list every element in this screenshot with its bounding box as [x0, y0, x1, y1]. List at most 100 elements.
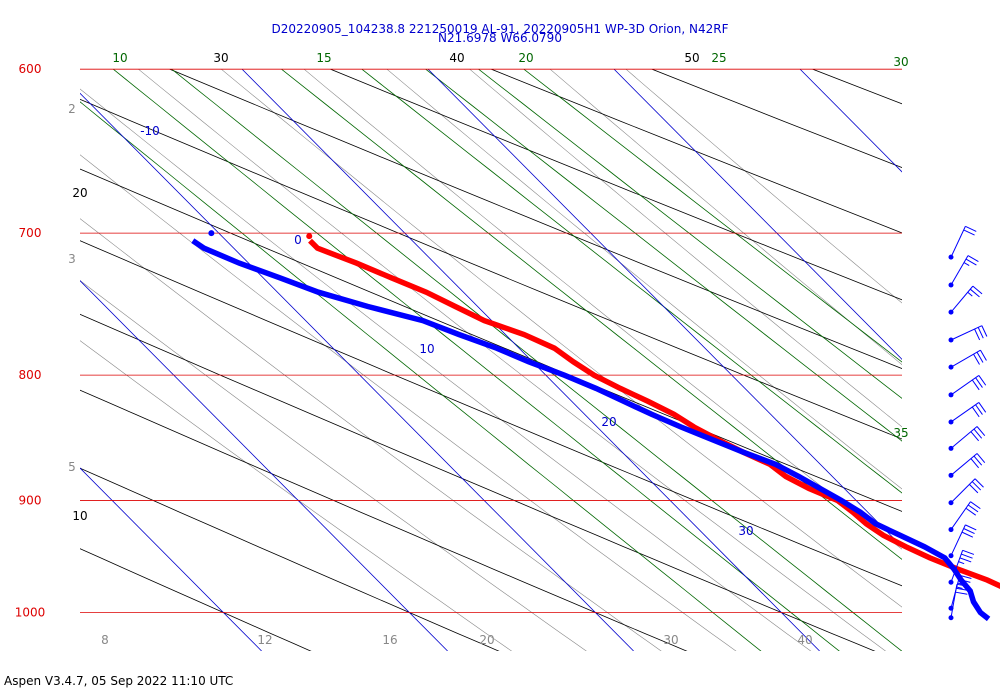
- moist-adiabat-line: [386, 69, 902, 490]
- wind-barb-flag: [958, 561, 965, 565]
- isobars: 600 700 800 900 1000: [15, 62, 902, 619]
- dry-adiabat-line: [80, 240, 902, 587]
- wind-barb-staff: [950, 478, 976, 504]
- dewpoint-point: [208, 230, 215, 237]
- wind-barb-flag: [971, 379, 980, 391]
- dry-adiabat-label: 40: [449, 51, 464, 65]
- wind-barb-flag: [974, 328, 981, 341]
- wind-barb: [948, 574, 972, 611]
- wind-barb: [948, 402, 987, 425]
- mixing-ratio-label: 35: [893, 426, 908, 440]
- chart-subtitle: N21.6978 W66.0790: [438, 31, 562, 45]
- moist-adiabat-label: 30: [663, 633, 678, 647]
- dry-adiabat-label: 10: [72, 509, 87, 523]
- moist-adiabat-line: [80, 218, 662, 651]
- wind-barb-staff: [950, 426, 978, 449]
- chart-title: D20220905_104238.8 221250019 AL-91, 2022…: [271, 22, 728, 36]
- dry-adiabat-label: 30: [213, 51, 228, 65]
- wind-barb-flag: [967, 291, 973, 297]
- isobar-label: 1000: [15, 605, 46, 619]
- isotherm-label: -10: [140, 124, 160, 138]
- isobar-label: 700: [19, 226, 42, 240]
- wind-barb-staff: [950, 349, 981, 368]
- wind-barb-flag: [965, 258, 977, 266]
- wind-barb: [948, 325, 988, 343]
- moist-adiabat-line: [220, 69, 902, 608]
- dry-adiabat-line: [80, 168, 902, 512]
- wind-barb-staff: [950, 226, 966, 258]
- isotherm-line: [613, 69, 902, 360]
- wind-barb-flag: [974, 478, 984, 488]
- wind-barb-flag: [973, 455, 983, 466]
- moist-adiabat-label: 40: [797, 633, 812, 647]
- isotherm-line: [986, 69, 1000, 651]
- wind-barb-flag: [970, 501, 981, 510]
- wind-barb-flag: [980, 349, 987, 361]
- isotherms: [0, 69, 1000, 651]
- dry-adiabat-line: [80, 313, 876, 651]
- mixing-ratio-line: [112, 69, 840, 651]
- wind-barb-staff: [950, 374, 980, 396]
- mixing-ratio-lines: [80, 69, 902, 651]
- wind-barb: [948, 285, 983, 315]
- wind-barb-dot: [948, 364, 954, 370]
- wind-barb: [948, 255, 979, 288]
- wind-barb-flag: [961, 553, 973, 559]
- wind-barb-dot: [948, 337, 954, 343]
- isotherm-line: [427, 69, 902, 548]
- isotherm-line: [0, 69, 76, 651]
- mixing-ratio-label: 25: [711, 51, 726, 65]
- isotherm-line: [80, 280, 448, 651]
- wind-barb: [948, 524, 977, 559]
- wind-barb-flag: [967, 504, 979, 513]
- wind-barb-flag: [976, 453, 986, 463]
- wind-barb-flag: [962, 549, 975, 555]
- software-footer: Aspen V3.4.7, 05 Sep 2022 11:10 UTC: [4, 674, 234, 688]
- wind-barb-staff: [950, 255, 969, 286]
- wind-barb: [948, 349, 987, 370]
- isobar-label: 800: [19, 368, 42, 382]
- isotherm-line: [80, 467, 262, 651]
- wind-barb-dot: [948, 527, 954, 533]
- dry-adiabat-line: [168, 69, 902, 370]
- wind-barb-flag: [965, 524, 977, 531]
- wind-barb-flag: [963, 262, 970, 266]
- wind-barb-flag: [981, 325, 988, 337]
- dry-adiabat-line: [80, 98, 902, 440]
- isotherm-line: [799, 69, 902, 173]
- moist-adiabat-label: 8: [101, 633, 109, 647]
- wind-barb-flag: [977, 327, 984, 339]
- wind-barb-flag: [975, 404, 983, 415]
- wind-barb-flag: [961, 531, 974, 538]
- wind-barb-flag: [969, 288, 980, 298]
- wind-barb-flag: [975, 377, 983, 388]
- moist-adiabat-label: 5: [68, 460, 76, 474]
- wind-barb-flag: [969, 484, 979, 494]
- wind-barb-staff: [950, 524, 966, 556]
- moist-adiabat-label: 20: [479, 633, 494, 647]
- mixing-ratio-label: 10: [112, 51, 127, 65]
- moist-adiabat-label: 3: [68, 252, 76, 266]
- wind-barb-flag: [976, 426, 986, 437]
- isotherm-label: 10: [419, 342, 434, 356]
- wind-barb-flag: [955, 591, 968, 595]
- mixing-ratio-line: [80, 101, 762, 651]
- wind-barb-staff: [950, 402, 980, 423]
- isobar-label: 900: [19, 493, 42, 507]
- mixing-ratio-label: 30: [893, 55, 908, 69]
- moist-adiabat-line: [469, 69, 902, 428]
- wind-barb-flag: [978, 375, 987, 386]
- mixing-ratio-line: [170, 69, 902, 651]
- wind-barb-dot: [948, 254, 954, 260]
- wind-barb-dot: [948, 553, 954, 559]
- isotherm-label: 30: [738, 524, 753, 538]
- wind-barb-dot: [948, 419, 954, 425]
- wind-barb-flag: [967, 255, 979, 263]
- dry-adiabat-line: [650, 69, 902, 169]
- moist-adiabat-line: [80, 154, 737, 651]
- moist-adiabat-line: [137, 69, 886, 651]
- isotherm-label: 20: [601, 415, 616, 429]
- wind-barb-flag: [963, 229, 975, 236]
